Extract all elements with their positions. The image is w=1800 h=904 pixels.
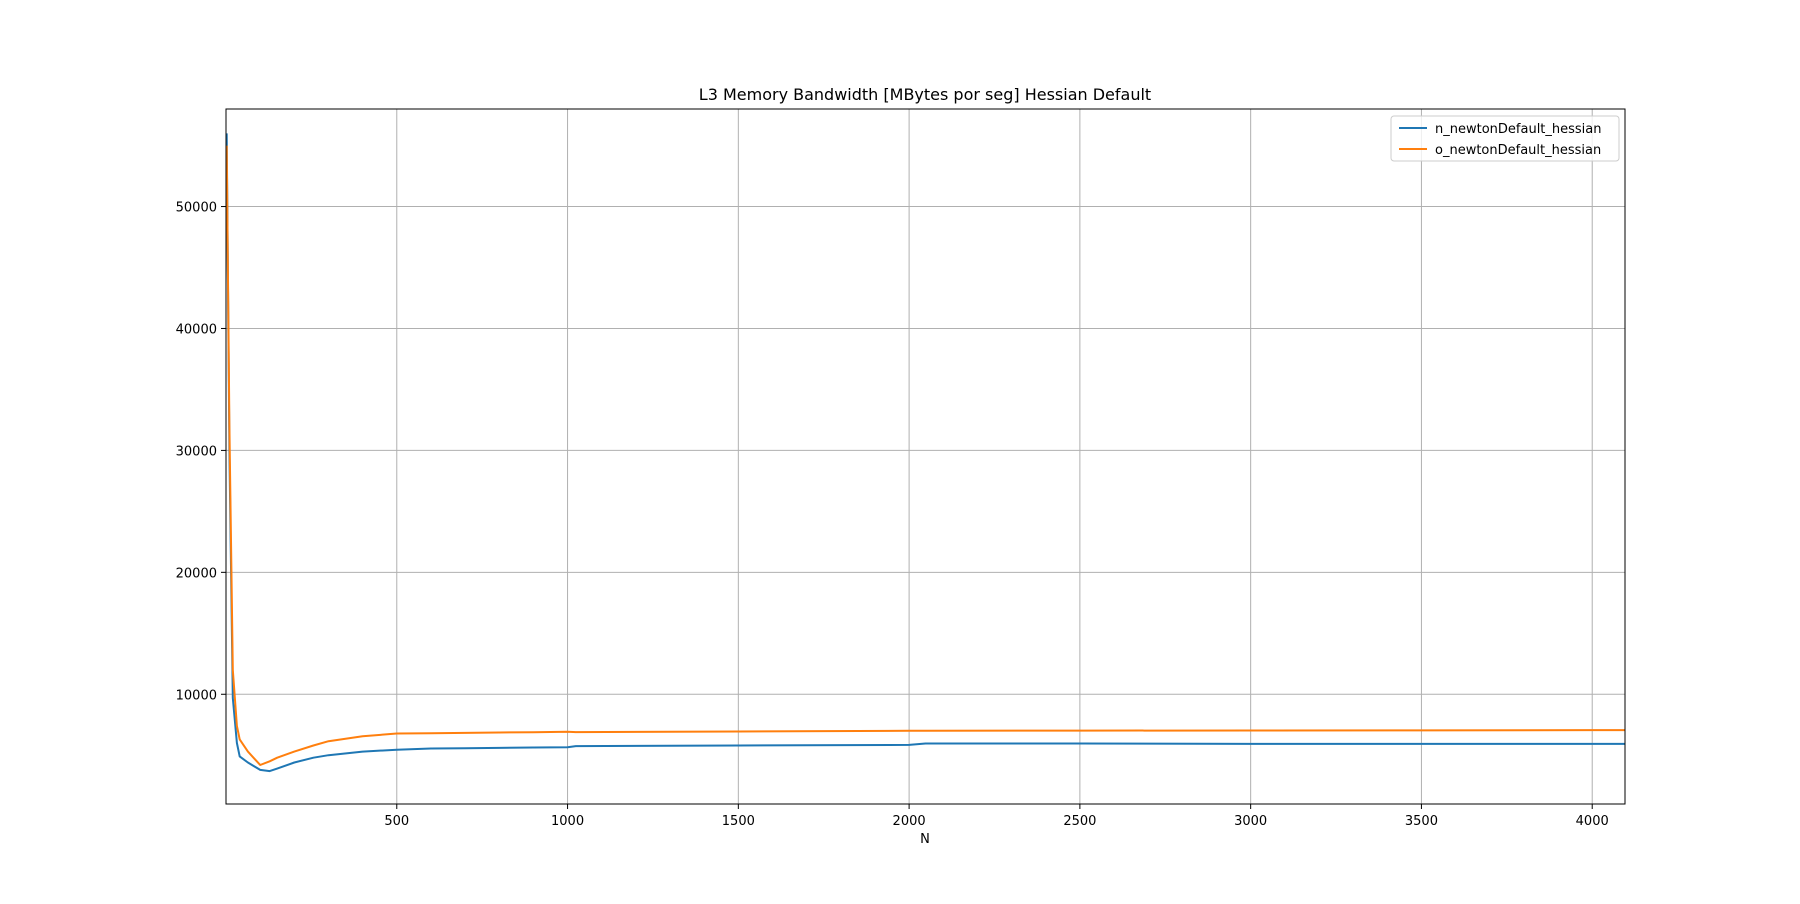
y-tick-label: 10000 [176, 688, 217, 703]
axis-ticks: 500 1000 1500 2000 2500 3000 3500 4000 10000 2000… [176, 201, 1609, 829]
y-tick-label: 20000 [176, 566, 217, 581]
y-tick-label: 30000 [176, 444, 217, 459]
legend-entry: o_newtonDefault_hessian [1435, 143, 1601, 158]
legend: n_newtonDefault_hessian o_newtonDefault_h… [1390, 115, 1620, 162]
x-tick-label: 3500 [1405, 814, 1438, 829]
y-tick-label: 40000 [176, 322, 217, 337]
x-tick-label: 2000 [893, 814, 926, 829]
x-tick-label: 1000 [551, 814, 584, 829]
x-axis-label: N [920, 832, 930, 847]
chart-title: L3 Memory Bandwidth [MBytes por seg] Hes… [699, 85, 1151, 104]
series-lines [226, 133, 1625, 773]
grid [226, 109, 1625, 804]
y-tick-label: 50000 [176, 201, 217, 216]
legend-entry: n_newtonDefault_hessian [1435, 122, 1602, 137]
x-tick-label: 1500 [722, 814, 755, 829]
series-line-n_newtonDefault_hessian [226, 133, 1625, 773]
legend-box [1390, 115, 1620, 162]
x-tick-label: 4000 [1576, 814, 1609, 829]
x-tick-label: 2500 [1063, 814, 1096, 829]
x-tick-label: 500 [384, 814, 409, 829]
x-tick-label: 3000 [1234, 814, 1267, 829]
series-line-o_newtonDefault_hessian [226, 145, 1625, 766]
plot-frame [225, 108, 1626, 805]
